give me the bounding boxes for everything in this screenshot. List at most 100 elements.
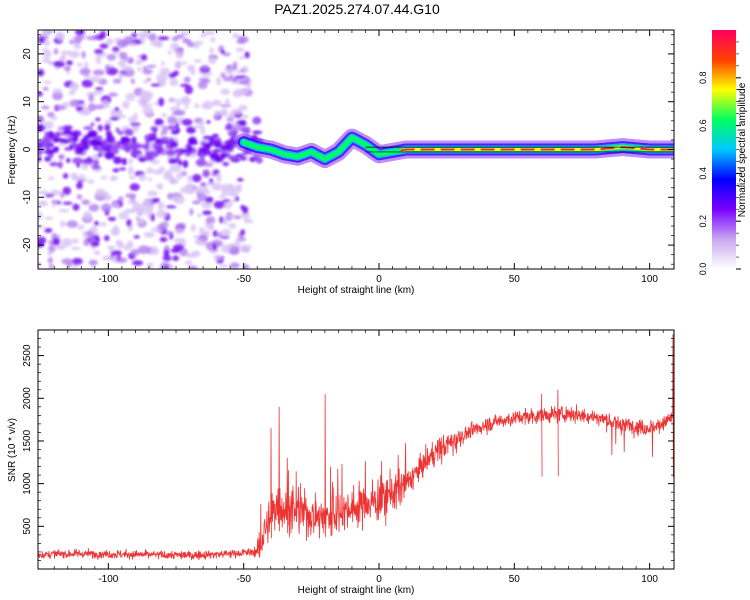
noise-blob	[78, 110, 91, 116]
noise-blob	[38, 91, 44, 97]
noise-blob	[170, 42, 180, 51]
noise-blob	[188, 265, 198, 269]
noise-blob	[111, 250, 123, 256]
noise-blob	[93, 49, 104, 55]
noise-blob	[47, 257, 53, 264]
noise-blob	[105, 64, 110, 72]
noise-blob	[205, 196, 214, 204]
noise-blob	[201, 64, 209, 71]
noise-blob	[229, 262, 240, 269]
noise-blob	[211, 173, 217, 177]
noise-blob	[123, 68, 135, 77]
colorbar-label: Normalized spectral amplitude	[737, 82, 748, 217]
noise-blob	[150, 227, 162, 232]
noise-blob	[38, 190, 49, 195]
noise-blob	[159, 236, 168, 243]
noise-blob-band	[130, 149, 141, 154]
snr-y-ticks: 500 1000 1500 2000 2500	[22, 338, 674, 561]
noise-blob	[127, 43, 138, 47]
x-tick-label: 50	[509, 574, 521, 585]
noise-blob	[38, 262, 43, 268]
noise-blob	[154, 39, 164, 48]
noise-blob	[83, 75, 92, 79]
noise-blob-band	[83, 126, 93, 130]
noise-blob	[239, 55, 245, 60]
noise-blob	[168, 72, 177, 79]
noise-blob	[158, 97, 165, 107]
y-tick-label: 500	[22, 518, 33, 535]
colorbar: 0.0 0.2 0.4 0.6 0.8 Normalized spectral ampl…	[698, 30, 748, 275]
noise-blob	[88, 93, 95, 103]
x-tick-label: 50	[509, 274, 521, 285]
noise-blob	[52, 237, 61, 246]
noise-blob-band	[150, 126, 159, 132]
noise-blob-band	[154, 138, 164, 144]
noise-blob	[143, 80, 149, 84]
noise-blob	[107, 216, 117, 222]
noise-blob-band	[224, 148, 234, 153]
noise-blob	[194, 102, 199, 109]
snr-series-line	[38, 334, 674, 561]
noise-blob	[140, 54, 148, 61]
noise-blob	[208, 221, 214, 230]
noise-blob	[167, 115, 177, 125]
noise-blob-band	[95, 146, 103, 152]
noise-blob-band	[72, 157, 83, 165]
noise-blob	[168, 263, 175, 269]
noise-blob	[110, 175, 119, 181]
noise-blob	[93, 250, 101, 256]
noise-blob	[165, 205, 177, 209]
noise-blob	[175, 49, 184, 59]
noise-blob	[230, 80, 241, 85]
noise-blob	[38, 200, 49, 207]
noise-blob	[69, 83, 77, 89]
noise-blob-band	[252, 130, 263, 135]
noise-blob	[80, 178, 88, 182]
noise-blob	[191, 174, 202, 183]
noise-blob	[111, 202, 120, 208]
noise-blob	[133, 235, 140, 239]
noise-blob	[162, 125, 168, 135]
noise-blob-band	[57, 161, 63, 169]
noise-blob	[38, 68, 45, 77]
noise-blob-band	[227, 155, 238, 161]
noise-blob	[55, 104, 66, 111]
noise-blob	[210, 36, 216, 43]
noise-blob-band	[104, 151, 114, 160]
noise-blob	[173, 243, 185, 251]
noise-blob	[47, 111, 55, 118]
noise-blob	[52, 91, 64, 101]
colorbar-tick-label: 0.2	[698, 215, 708, 228]
noise-blob	[112, 168, 120, 173]
noise-blob-band	[220, 152, 227, 160]
noise-blob-band	[148, 134, 153, 138]
noise-blob	[106, 37, 114, 45]
noise-blob	[150, 83, 161, 87]
noise-blob	[117, 242, 125, 249]
noise-blob-band	[167, 125, 176, 130]
snr-x-ticks: -100 -50 0 50 100	[53, 330, 664, 585]
noise-blob	[44, 216, 54, 220]
noise-blob	[89, 225, 98, 234]
noise-blob	[63, 65, 71, 71]
noise-blob	[73, 43, 82, 50]
noise-blob	[223, 204, 232, 209]
noise-blob	[191, 250, 201, 258]
noise-blob	[81, 50, 86, 59]
noise-blob	[220, 49, 225, 55]
noise-blob-band	[115, 141, 127, 145]
noise-blob	[190, 67, 196, 76]
noise-blob-band	[252, 116, 262, 125]
noise-blob-band	[120, 144, 132, 151]
noise-blob	[192, 200, 201, 205]
noise-blob	[43, 49, 52, 59]
noise-blob	[156, 73, 168, 83]
noise-blob	[146, 167, 154, 174]
noise-blob	[169, 164, 182, 173]
noise-blob	[128, 158, 133, 165]
noise-blob	[61, 238, 73, 247]
noise-blob-band	[209, 152, 219, 158]
noise-blob	[200, 33, 207, 38]
noise-blob	[146, 64, 157, 68]
noise-blob-band	[72, 135, 79, 142]
